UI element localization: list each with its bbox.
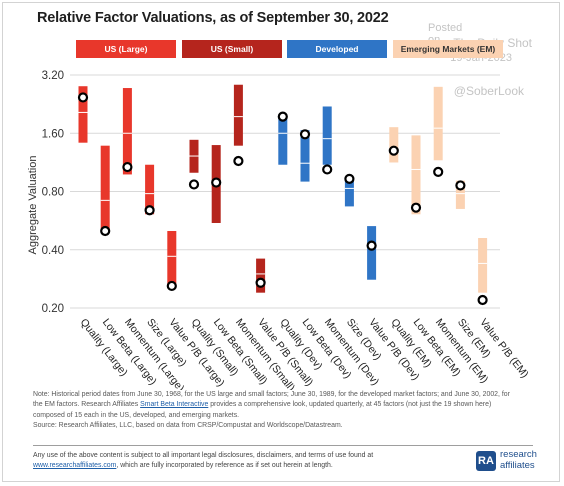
range-bar [300, 130, 310, 182]
research-affiliates-logo: RA research affiliates [476, 448, 546, 474]
legend-us-small: US (Small) [182, 40, 282, 58]
current-marker [388, 145, 399, 156]
source-line: Source: Research Affiliates, LLC, based … [33, 421, 343, 429]
current-marker [366, 240, 377, 251]
footnote: Note: Historical period dates from June … [33, 390, 533, 431]
disclaimer: Any use of the above content is subject … [33, 451, 443, 472]
current-marker [211, 177, 222, 188]
current-marker [433, 166, 444, 178]
current-marker [322, 164, 333, 175]
grid-lines [70, 74, 500, 309]
logo-text-line-2: affiliates [500, 459, 535, 471]
research-affiliates-link[interactable]: www.researchaffiliates.com [33, 462, 117, 470]
footnote-line-2-pre: the EM factors. Research Affiliates [33, 401, 139, 409]
range-bar [167, 230, 177, 286]
range-bar [389, 127, 399, 163]
range-bar [145, 164, 155, 215]
current-marker [166, 280, 177, 292]
divider [33, 445, 533, 446]
current-marker [233, 155, 244, 167]
disclaimer-line-1: Any use of the above content is subject … [33, 452, 374, 459]
current-marker [344, 173, 355, 184]
range-bar [100, 145, 110, 230]
range-bar-chart: 3.20 1.60 0.80 0.40 0.20 Aggregate Valuation… [27, 70, 531, 390]
current-marker [455, 180, 466, 191]
range-bar [256, 258, 266, 293]
y-axis-label: Aggregate Valuation [27, 156, 39, 255]
logo-text-line-1: research [500, 449, 537, 460]
footnote-line-3: composed of 15 each in the US, developed… [33, 411, 240, 419]
current-marker [144, 205, 155, 216]
watermark-handle: @SoberLook [453, 84, 524, 98]
range-bar [233, 84, 243, 146]
current-marker [188, 179, 200, 190]
current-markers [77, 92, 488, 306]
range-bar [367, 226, 377, 280]
range-bar [278, 114, 288, 165]
smart-beta-interactive-link[interactable]: Smart Beta Interactive [140, 401, 209, 409]
disclaimer-line-2: , which are fully incorporated by refere… [116, 462, 333, 470]
legend-developed: Developed [287, 40, 387, 58]
y-tick-label: 0.40 [42, 245, 64, 257]
y-tick-labels: 3.20 1.60 0.80 0.40 0.20 [42, 70, 64, 315]
range-bar [322, 106, 332, 165]
y-tick-label: 0.80 [42, 187, 64, 199]
current-marker [122, 161, 133, 173]
current-marker [100, 225, 111, 237]
range-bar [344, 177, 354, 207]
chart-title: Relative Factor Valuations, as of Septem… [37, 10, 389, 26]
current-marker [477, 294, 488, 306]
footnote-line-2: the EM factors. Research Affiliates Smar… [33, 400, 533, 410]
x-tick-labels: Quality (Large)Low Beta (Large)Momentum … [78, 316, 531, 390]
current-marker [299, 129, 311, 140]
legend-us-large: US (Large) [76, 40, 176, 58]
y-tick-label: 3.20 [42, 70, 64, 82]
chart-frame [2, 2, 560, 482]
range-bar [411, 135, 421, 215]
legend-emerging-markets: Emerging Markets (EM) [393, 40, 503, 58]
y-tick-label: 0.20 [42, 303, 64, 315]
current-marker [410, 202, 422, 213]
footnote-line-1: Note: Historical period dates from June … [33, 391, 510, 398]
logo-text: research affiliates [500, 449, 537, 471]
range-bar [455, 180, 465, 209]
y-tick-label: 1.60 [42, 128, 64, 140]
current-marker [277, 111, 288, 122]
logo-mark-icon: RA [476, 451, 496, 471]
current-marker [255, 277, 266, 288]
range-bar [122, 88, 132, 175]
range-bar [78, 86, 88, 143]
footnote-line-2-post: provides a comprehensive look, updated q… [210, 401, 492, 409]
range-bar [433, 86, 443, 161]
current-marker [77, 92, 89, 103]
range-bar [478, 238, 488, 293]
